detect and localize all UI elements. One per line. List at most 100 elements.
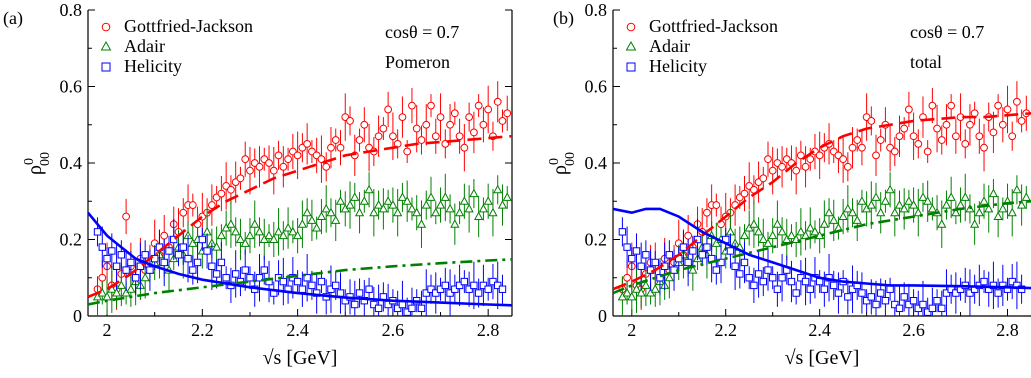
data-point — [998, 203, 1008, 213]
data-point — [631, 284, 642, 293]
data-point — [469, 128, 478, 137]
legend-marker-circle — [626, 22, 636, 32]
data-point — [951, 207, 961, 217]
curve-helicity-model — [613, 207, 1031, 290]
data-point — [303, 274, 311, 282]
data-point — [937, 219, 947, 228]
data-point — [754, 270, 763, 278]
data-point — [431, 132, 440, 141]
data-point — [918, 192, 928, 201]
data-point — [279, 277, 288, 286]
data-point — [820, 285, 829, 293]
data-point — [446, 120, 454, 129]
data-point — [740, 189, 749, 198]
data-point — [278, 230, 288, 240]
data-point — [174, 251, 183, 259]
chart-panel-2: 00.20.40.60.82 2.2 2.4 2.6 2.8√s [GeV]ρ000(b… — [547, 0, 1031, 369]
data-point — [928, 304, 937, 313]
data-point — [867, 293, 876, 301]
data-point — [819, 219, 829, 228]
data-point — [891, 300, 899, 309]
data-point — [374, 304, 383, 313]
data-point — [317, 155, 326, 164]
data-point — [236, 174, 245, 183]
data-point — [111, 288, 122, 297]
data-point — [160, 231, 169, 240]
data-point — [408, 101, 416, 110]
data-point — [923, 147, 932, 156]
data-point — [216, 230, 227, 240]
data-point — [351, 300, 359, 309]
data-point — [890, 207, 900, 217]
data-point — [245, 230, 255, 240]
data-point — [488, 207, 498, 217]
data-point — [763, 238, 773, 247]
data-point — [698, 251, 706, 259]
data-point — [288, 226, 298, 236]
data-point — [665, 251, 674, 259]
data-point — [839, 155, 848, 164]
legend-label: Gottfried-Jackson — [124, 16, 253, 36]
data-point — [193, 258, 202, 267]
x-tick-label: 2.4 — [286, 320, 309, 340]
data-point — [327, 143, 335, 152]
data-point — [284, 155, 292, 164]
y-axis-title-sup: 0 — [22, 158, 37, 165]
data-point — [379, 124, 388, 133]
x-tick-label: 2.8 — [996, 320, 1019, 340]
data-point — [712, 266, 721, 274]
data-point — [858, 143, 866, 152]
data-point — [297, 219, 308, 228]
data-point — [403, 147, 412, 156]
legend-label: Gottfried-Jackson — [649, 16, 778, 36]
x-tick-label: 2 — [627, 320, 636, 340]
data-point — [427, 285, 435, 293]
data-point — [388, 132, 397, 141]
data-point — [365, 285, 373, 293]
data-point — [994, 289, 1002, 297]
data-point — [122, 266, 130, 274]
data-point — [679, 243, 688, 251]
data-point — [750, 281, 758, 290]
data-point — [327, 285, 335, 293]
data-point — [336, 143, 345, 152]
legend-label: Adair — [124, 36, 165, 56]
data-point — [975, 132, 984, 141]
data-point — [402, 196, 412, 205]
data-point — [758, 234, 768, 243]
data-point — [474, 211, 484, 221]
data-point — [913, 207, 923, 217]
data-point — [961, 139, 970, 148]
data-point — [503, 109, 512, 118]
data-point — [989, 128, 998, 137]
data-point — [455, 132, 464, 141]
data-point — [736, 270, 744, 278]
data-point — [885, 184, 895, 194]
data-point — [642, 251, 650, 259]
data-point — [112, 262, 121, 270]
data-point — [373, 200, 384, 209]
legend-marker-square — [626, 62, 636, 72]
data-point — [628, 254, 636, 263]
data-point — [914, 304, 922, 313]
x-axis-title: √s [GeV] — [263, 347, 338, 369]
chart-panel-1: 00.20.40.60.82 2.2 2.4 2.6 2.8√s [GeV]ρ000(a… — [3, 0, 513, 369]
data-point — [886, 285, 894, 293]
data-point — [436, 285, 445, 293]
panel-label: (b) — [553, 8, 574, 29]
data-point — [484, 285, 492, 293]
data-point — [853, 136, 862, 144]
y-tick-label: 0 — [73, 306, 82, 326]
data-point — [772, 219, 783, 228]
data-point — [364, 184, 374, 194]
data-point — [1008, 277, 1016, 286]
data-point — [412, 124, 421, 133]
data-point — [465, 285, 473, 293]
x-axis-title: √s [GeV] — [785, 347, 860, 369]
data-point — [1012, 184, 1022, 194]
data-point — [988, 188, 999, 198]
data-point — [355, 289, 364, 297]
data-point — [211, 242, 222, 251]
data-point — [876, 207, 886, 217]
